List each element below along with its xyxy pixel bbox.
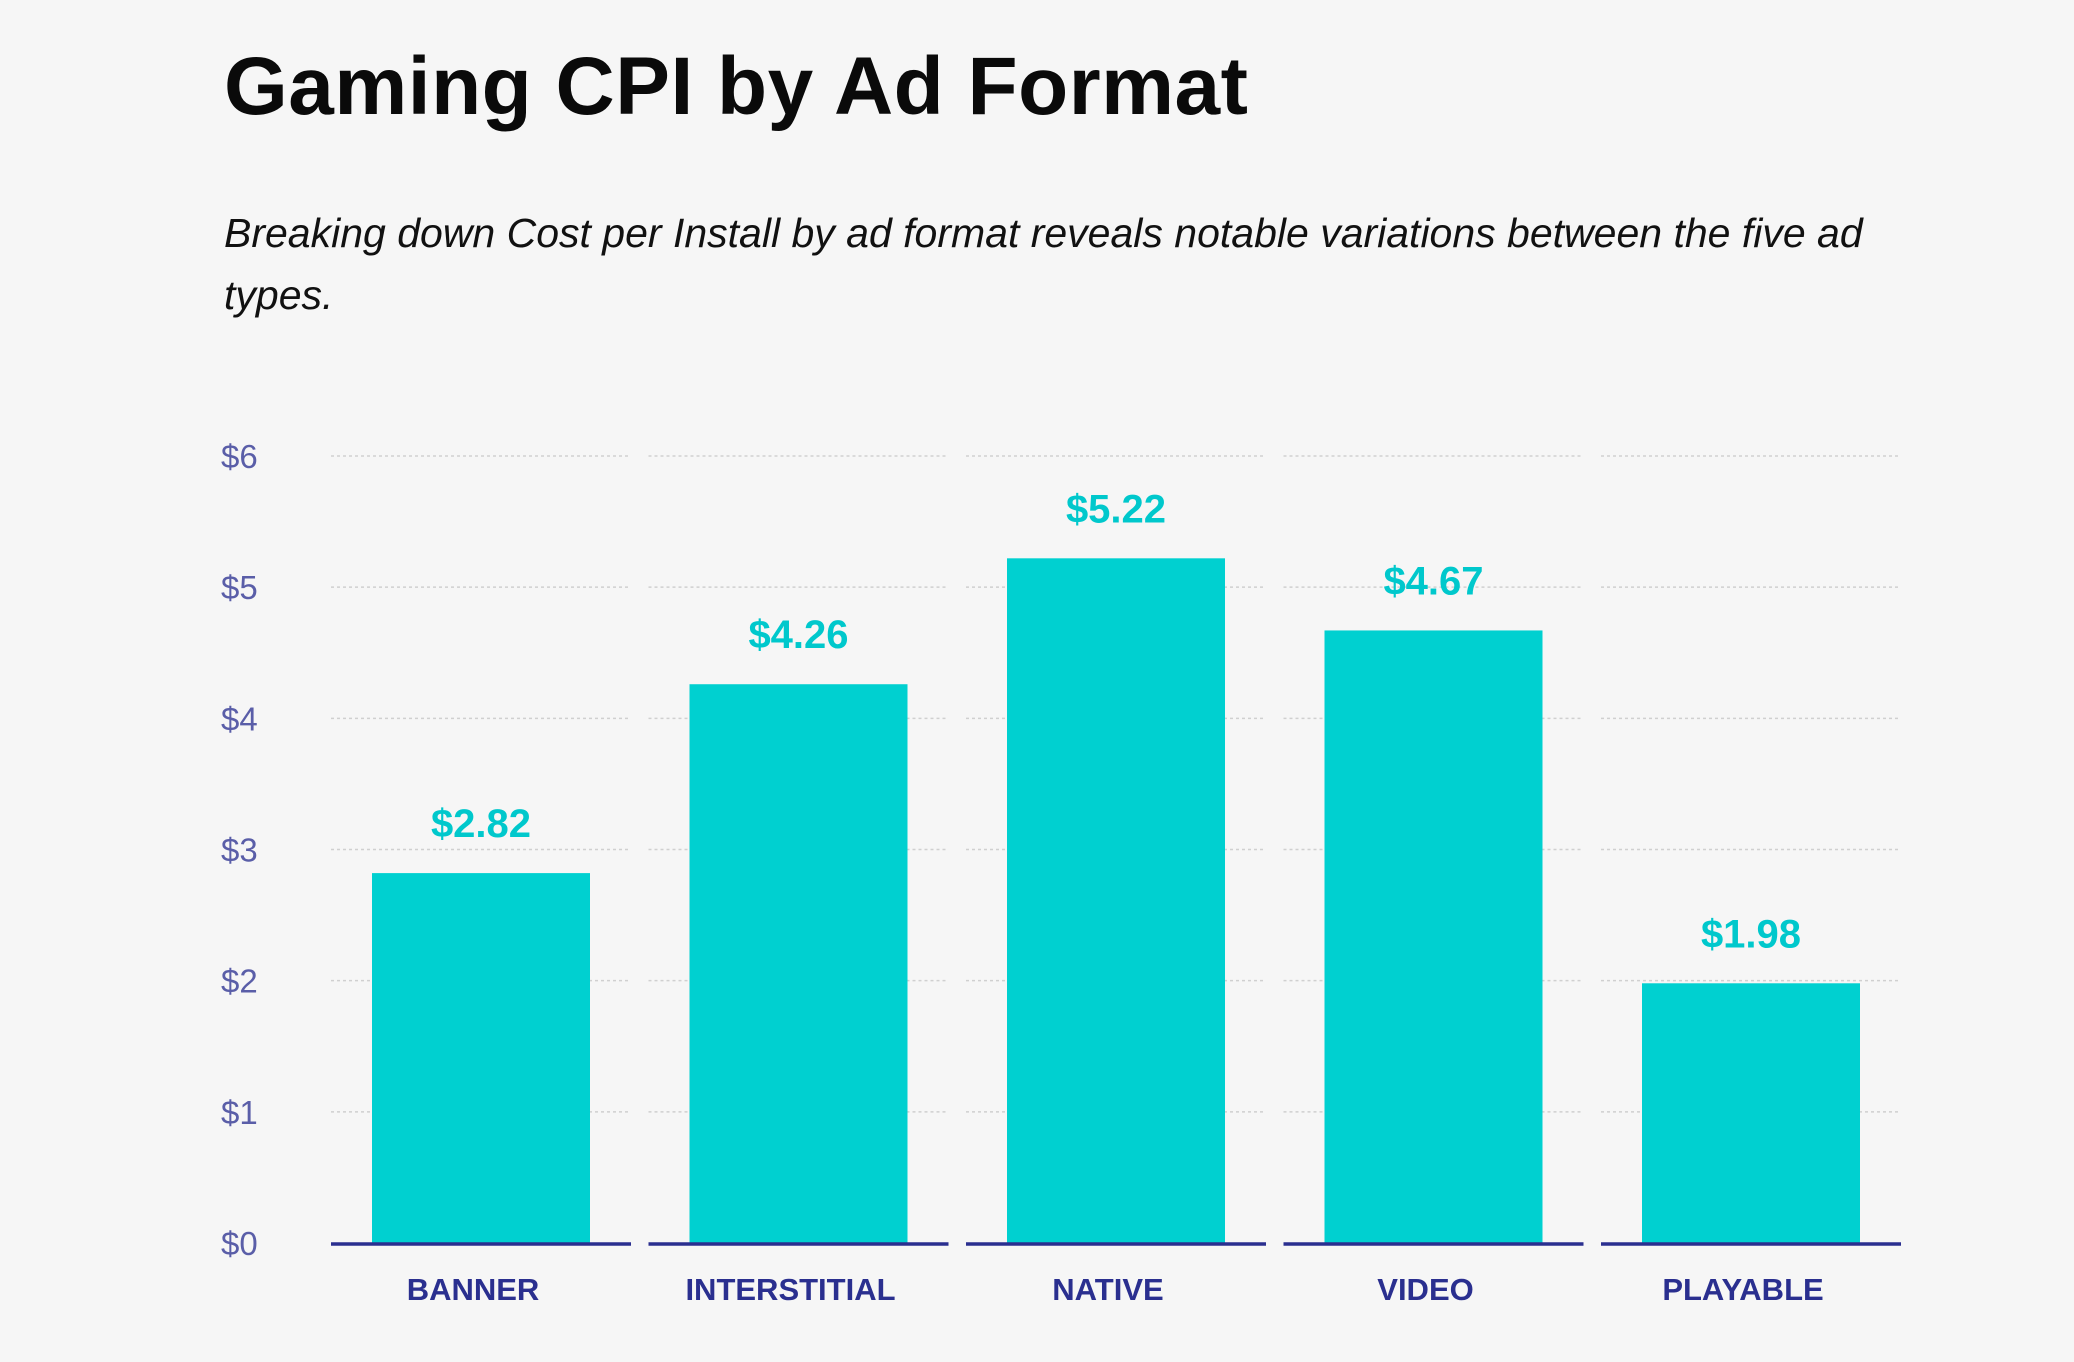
- chart-title: Gaming CPI by Ad Format: [224, 41, 1249, 132]
- bar-playable: [1642, 983, 1860, 1243]
- data-label: $4.26: [748, 613, 848, 657]
- y-tick-label: $0: [221, 1225, 258, 1262]
- y-tick-label: $4: [221, 700, 258, 737]
- y-tick-label: $1: [221, 1094, 258, 1131]
- y-tick-label: $6: [221, 438, 258, 475]
- bar-banner: [372, 873, 590, 1243]
- x-tick-label: VIDEO: [1377, 1272, 1473, 1307]
- x-tick-label: NATIVE: [1052, 1272, 1163, 1307]
- data-label: $2.82: [431, 802, 531, 846]
- bar-video: [1324, 630, 1543, 1243]
- bar-native: [1007, 558, 1225, 1243]
- y-tick-label: $3: [221, 832, 258, 869]
- y-tick-label: $5: [221, 569, 258, 606]
- data-label: $5.22: [1066, 487, 1166, 531]
- data-label: $1.98: [1701, 912, 1801, 956]
- y-tick-label: $2: [221, 963, 258, 1000]
- chart-subtitle: Breaking down Cost per Install by ad for…: [224, 210, 1863, 318]
- x-tick-label: PLAYABLE: [1662, 1272, 1823, 1307]
- bar-interstitial: [689, 684, 908, 1243]
- data-label: $4.67: [1383, 559, 1483, 603]
- x-tick-label: BANNER: [407, 1272, 540, 1307]
- x-tick-label: INTERSTITIAL: [685, 1272, 895, 1307]
